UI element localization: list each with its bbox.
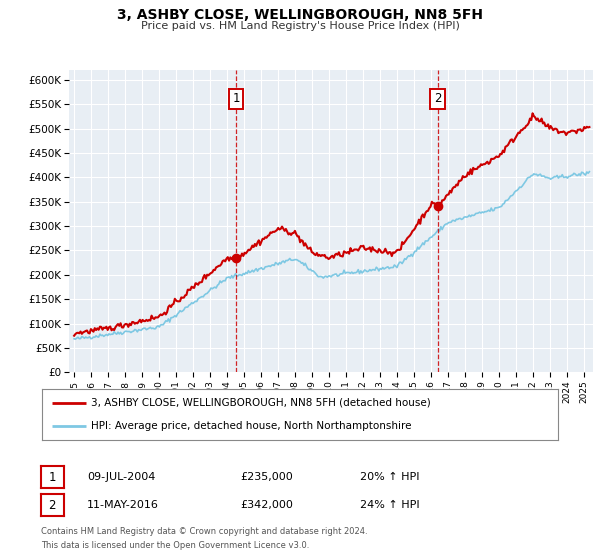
Text: 24% ↑ HPI: 24% ↑ HPI bbox=[360, 500, 419, 510]
Text: 3, ASHBY CLOSE, WELLINGBOROUGH, NN8 5FH (detached house): 3, ASHBY CLOSE, WELLINGBOROUGH, NN8 5FH … bbox=[91, 398, 431, 408]
Text: This data is licensed under the Open Government Licence v3.0.: This data is licensed under the Open Gov… bbox=[41, 541, 309, 550]
Text: 3, ASHBY CLOSE, WELLINGBOROUGH, NN8 5FH: 3, ASHBY CLOSE, WELLINGBOROUGH, NN8 5FH bbox=[117, 8, 483, 22]
Text: 1: 1 bbox=[49, 470, 56, 484]
Text: 2: 2 bbox=[434, 92, 441, 105]
Text: £235,000: £235,000 bbox=[240, 472, 293, 482]
Text: 20% ↑ HPI: 20% ↑ HPI bbox=[360, 472, 419, 482]
Text: 09-JUL-2004: 09-JUL-2004 bbox=[87, 472, 155, 482]
Text: £342,000: £342,000 bbox=[240, 500, 293, 510]
Text: 2: 2 bbox=[49, 498, 56, 512]
Text: Contains HM Land Registry data © Crown copyright and database right 2024.: Contains HM Land Registry data © Crown c… bbox=[41, 528, 367, 536]
Text: Price paid vs. HM Land Registry's House Price Index (HPI): Price paid vs. HM Land Registry's House … bbox=[140, 21, 460, 31]
Text: 1: 1 bbox=[232, 92, 240, 105]
Text: HPI: Average price, detached house, North Northamptonshire: HPI: Average price, detached house, Nort… bbox=[91, 421, 412, 431]
Text: 11-MAY-2016: 11-MAY-2016 bbox=[87, 500, 159, 510]
